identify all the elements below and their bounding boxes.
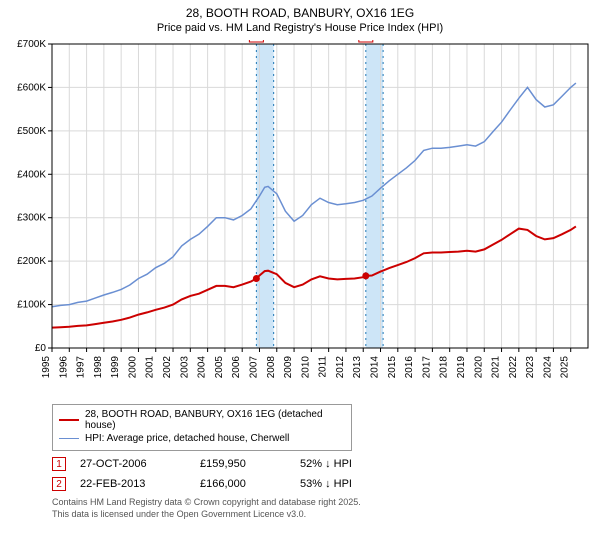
legend-swatch (59, 438, 79, 439)
sale-row: 1 27-OCT-2006£159,95052% ↓ HPI (52, 457, 592, 471)
svg-text:2015: 2015 (387, 356, 398, 379)
svg-text:2003: 2003 (179, 356, 190, 379)
legend-row: HPI: Average price, detached house, Cher… (59, 433, 345, 444)
svg-text:2020: 2020 (473, 356, 484, 379)
svg-text:2011: 2011 (318, 356, 329, 378)
legend-row: 28, BOOTH ROAD, BANBURY, OX16 1EG (detac… (59, 409, 345, 431)
svg-text:2025: 2025 (560, 356, 571, 379)
svg-text:1995: 1995 (41, 356, 52, 379)
svg-text:2002: 2002 (162, 356, 173, 379)
svg-text:£200K: £200K (17, 256, 46, 267)
svg-text:£0: £0 (35, 343, 47, 354)
sale-pct-vs-hpi: 52% ↓ HPI (300, 458, 352, 470)
sale-marker-icon: 2 (52, 477, 66, 491)
svg-text:2017: 2017 (421, 356, 432, 379)
svg-text:2010: 2010 (300, 356, 311, 379)
legend-label: 28, BOOTH ROAD, BANBURY, OX16 1EG (detac… (85, 409, 345, 431)
svg-text:1997: 1997 (76, 356, 87, 379)
chart-title-block: 28, BOOTH ROAD, BANBURY, OX16 1EG Price … (0, 0, 600, 34)
footer-line1: Contains HM Land Registry data © Crown c… (52, 497, 592, 509)
legend-swatch (59, 419, 79, 421)
svg-text:1996: 1996 (58, 356, 69, 379)
sale-annotations: 1 27-OCT-2006£159,95052% ↓ HPI 2 22-FEB-201… (52, 457, 592, 491)
svg-text:1998: 1998 (93, 356, 104, 379)
svg-text:2006: 2006 (231, 356, 242, 379)
svg-text:2: 2 (363, 40, 369, 42)
chart-footer: Contains HM Land Registry data © Crown c… (52, 497, 592, 520)
line-chart: 1 2 £0 £100K £200K £300K £400K £500K £600K £700K 1… (8, 40, 592, 400)
svg-text:2000: 2000 (127, 356, 138, 379)
svg-text:2023: 2023 (525, 356, 536, 379)
svg-text:£300K: £300K (17, 213, 46, 224)
svg-text:2013: 2013 (352, 356, 363, 379)
sale-date: 27-OCT-2006 (80, 458, 200, 470)
svg-text:£100K: £100K (17, 300, 46, 311)
svg-text:1: 1 (254, 40, 260, 42)
sale-pct-vs-hpi: 53% ↓ HPI (300, 478, 352, 490)
svg-text:2005: 2005 (214, 356, 225, 379)
footer-line2: This data is licensed under the Open Gov… (52, 509, 592, 521)
sale-marker-icon: 1 (52, 457, 66, 471)
svg-text:2024: 2024 (542, 356, 553, 379)
chart-container: 1 2 £0 £100K £200K £300K £400K £500K £600K £700K 1… (8, 40, 592, 400)
svg-text:2001: 2001 (145, 356, 156, 379)
legend-label: HPI: Average price, detached house, Cher… (85, 433, 289, 444)
svg-text:2004: 2004 (197, 356, 208, 379)
svg-text:2016: 2016 (404, 356, 415, 379)
sale-row: 2 22-FEB-2013£166,00053% ↓ HPI (52, 477, 592, 491)
svg-text:2009: 2009 (283, 356, 294, 379)
svg-text:2022: 2022 (508, 356, 519, 379)
svg-text:2012: 2012 (335, 356, 346, 379)
chart-title-line2: Price paid vs. HM Land Registry's House … (0, 22, 600, 34)
chart-legend: 28, BOOTH ROAD, BANBURY, OX16 1EG (detac… (52, 404, 352, 451)
svg-text:1999: 1999 (110, 356, 121, 379)
svg-text:2008: 2008 (266, 356, 277, 379)
sale-price: £166,000 (200, 478, 300, 490)
svg-text:£600K: £600K (17, 82, 46, 93)
svg-text:2007: 2007 (248, 356, 259, 379)
svg-text:£500K: £500K (17, 126, 46, 137)
svg-text:£400K: £400K (17, 169, 46, 180)
svg-text:2019: 2019 (456, 356, 467, 379)
svg-text:2018: 2018 (439, 356, 450, 379)
sale-price: £159,950 (200, 458, 300, 470)
svg-text:£700K: £700K (17, 40, 46, 50)
chart-title-line1: 28, BOOTH ROAD, BANBURY, OX16 1EG (0, 6, 600, 20)
svg-text:2014: 2014 (370, 356, 381, 379)
sale-date: 22-FEB-2013 (80, 478, 200, 490)
svg-text:2021: 2021 (491, 356, 502, 379)
